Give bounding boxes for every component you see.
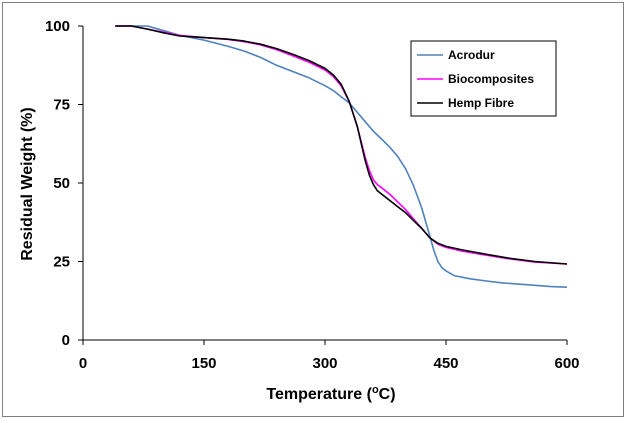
x-tick-label: 300 [312, 355, 337, 372]
legend: Acrodur Biocomposites Hemp Fibre [410, 40, 557, 117]
x-tick-label: 450 [433, 355, 458, 372]
x-axis-title-sup: o [372, 384, 379, 396]
x-axis-title: Temperature (oC) [266, 384, 395, 403]
x-tick-label: 150 [191, 355, 216, 372]
x-tick-label: 0 [79, 355, 87, 372]
legend-label: Acrodur [448, 48, 495, 62]
series-line-hemp-fibre [115, 25, 568, 265]
y-tick-label: 25 [53, 254, 70, 271]
axes: 0 25 50 75 100 0 150 300 450 600 [45, 18, 580, 372]
x-axis-title-end: C) [379, 386, 396, 403]
series-line-acrodur [115, 25, 568, 288]
y-tick-label: 50 [53, 175, 70, 192]
y-axis-title: Residual Weight (%) [19, 107, 36, 261]
legend-label: Biocomposites [448, 72, 534, 86]
legend-label: Hemp Fibre [448, 96, 514, 110]
y-tick-label: 75 [53, 97, 70, 114]
x-tick-label: 600 [554, 355, 579, 372]
y-tick-label: 0 [62, 332, 70, 349]
series-group [115, 25, 568, 288]
y-tick-label: 100 [45, 18, 70, 35]
x-axis-title-main: Temperature ( [266, 386, 372, 403]
